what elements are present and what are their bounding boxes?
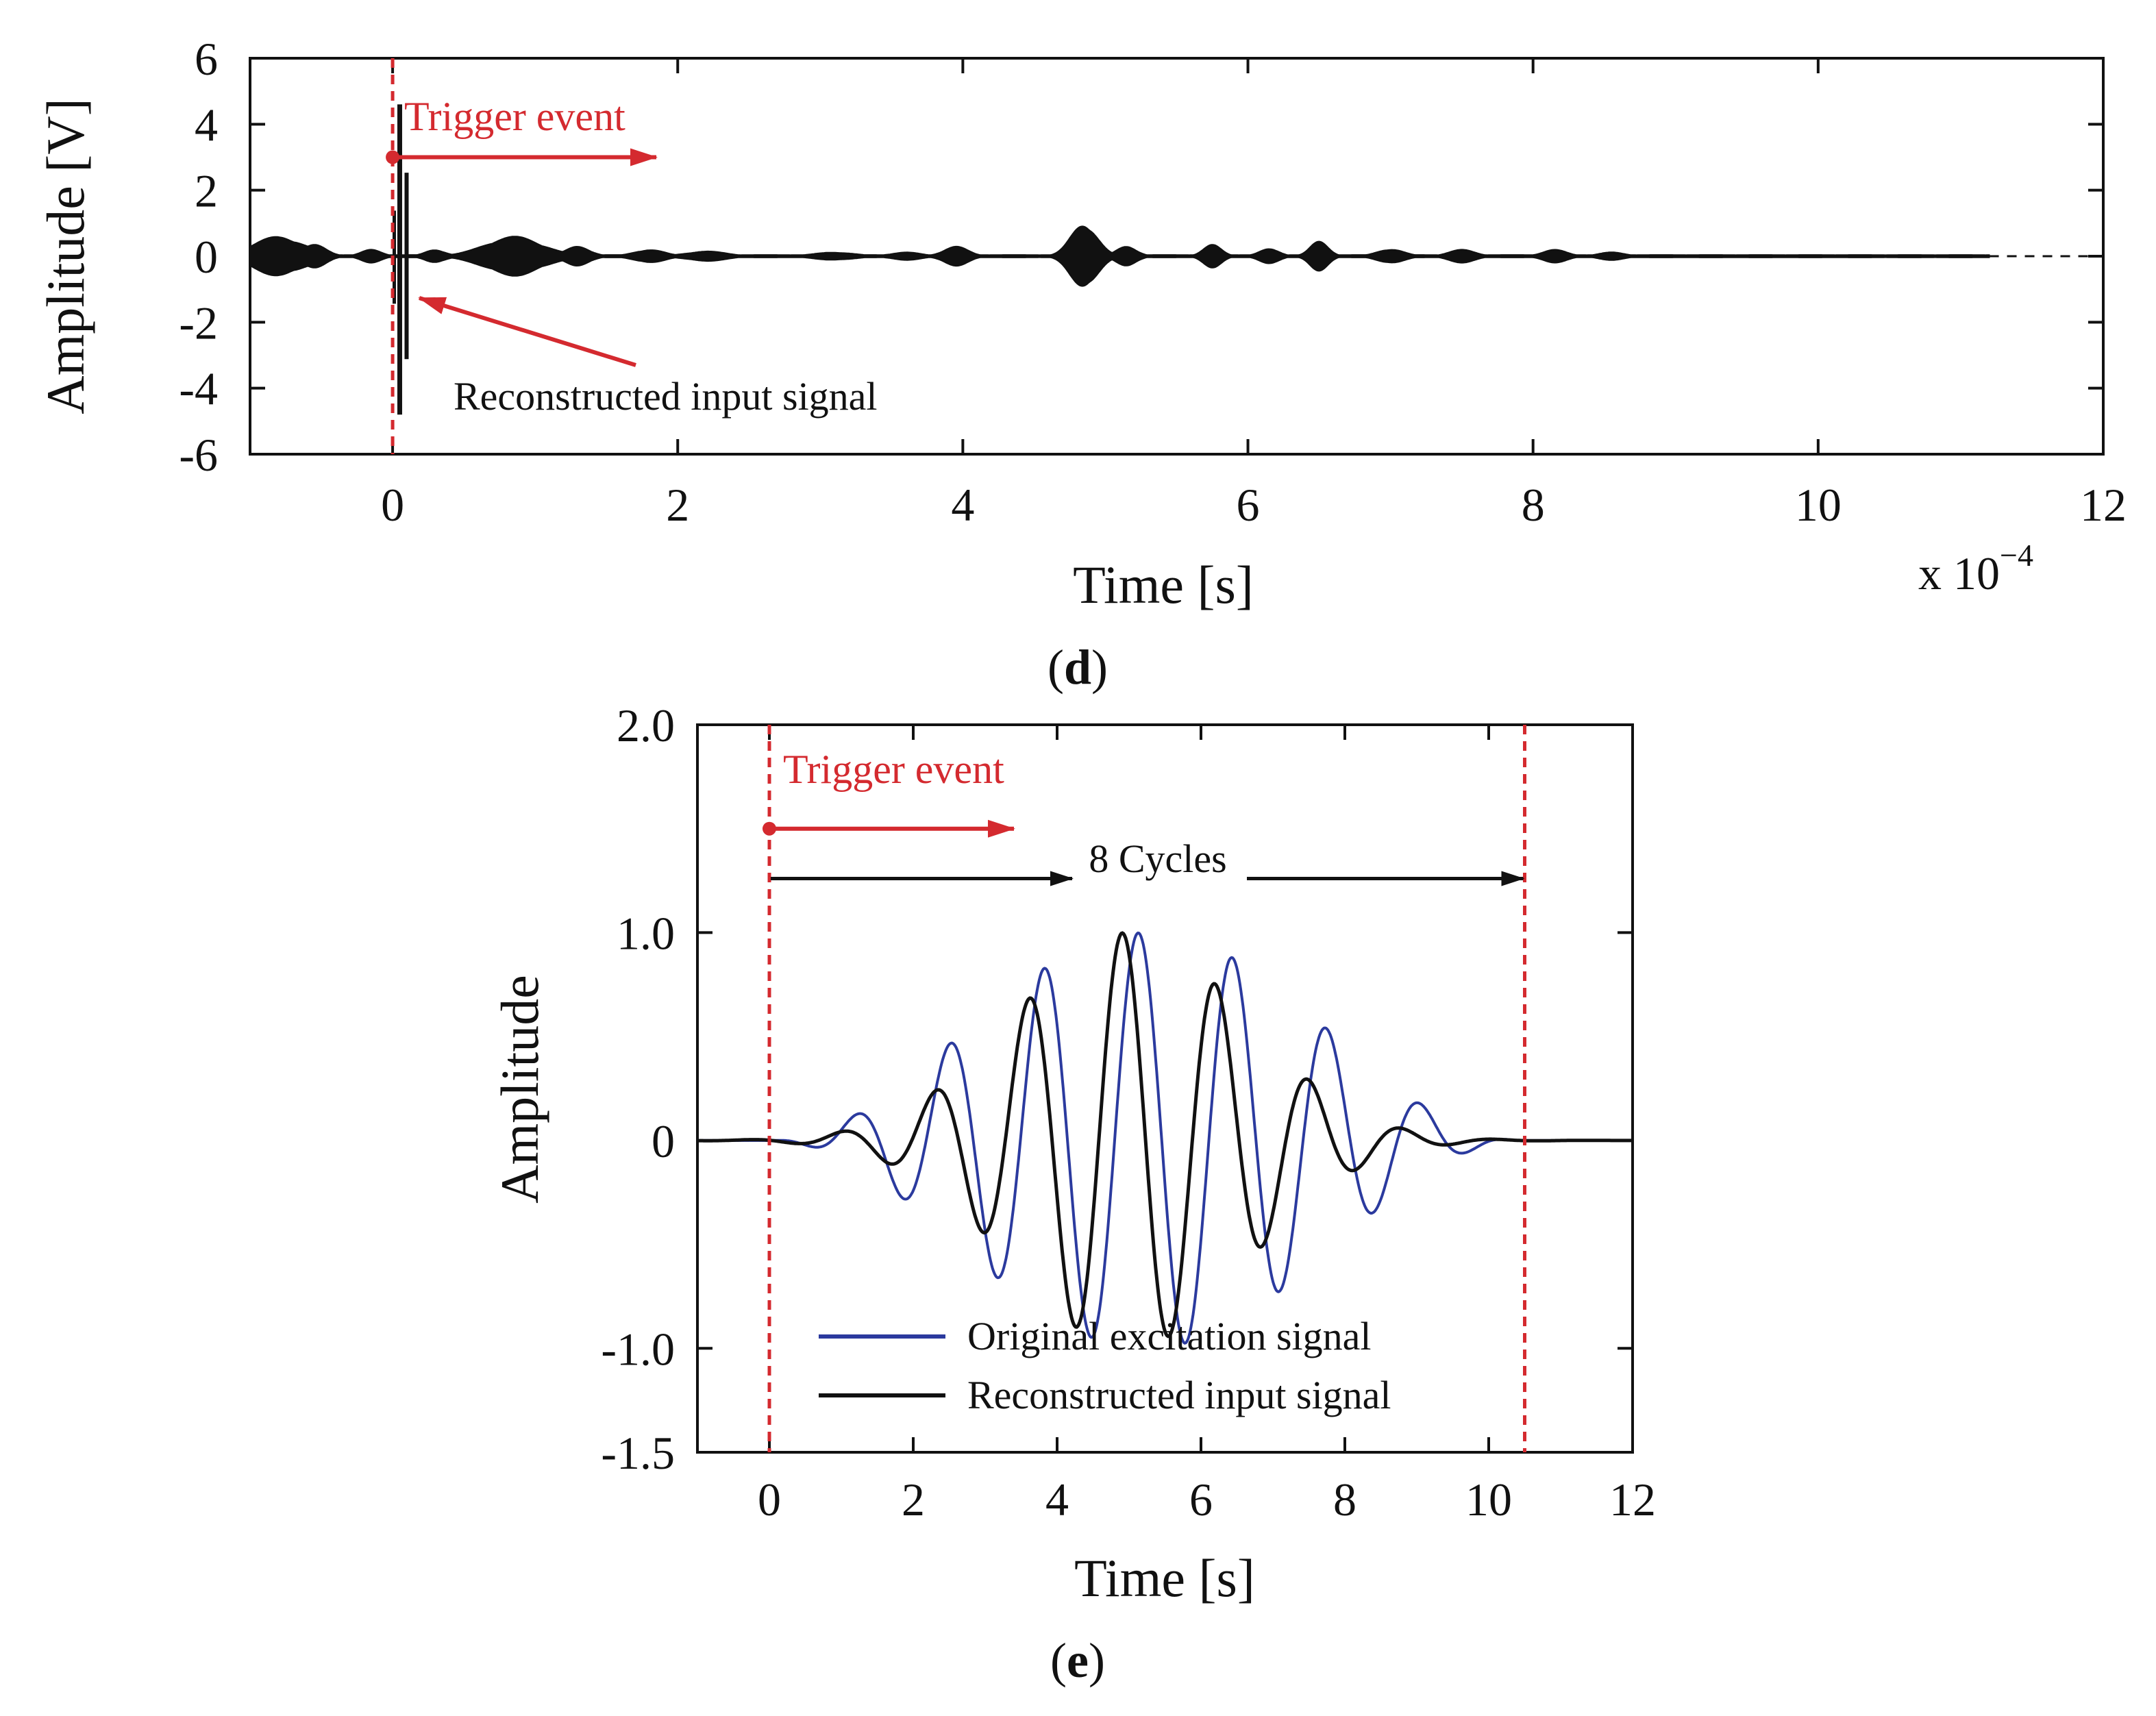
y-tick-label: 0: [652, 1115, 675, 1167]
x-tick-label: 6: [1237, 479, 1260, 531]
x-tick-label: 12: [2080, 479, 2127, 531]
cycles-label: 8 Cycles: [1089, 836, 1226, 881]
x-multiplier: x 10−4: [1918, 538, 2033, 599]
legend: Original excitation signal Reconstructed…: [819, 1314, 1391, 1417]
signal-label: Reconstructed input signal: [454, 374, 878, 419]
panel-label: (e): [1050, 1633, 1105, 1688]
y-tick-label: 6: [195, 33, 218, 85]
plot-frame: [696, 723, 1634, 1454]
trigger-label: Trigger event: [404, 94, 625, 139]
x-tick-label: 4: [1045, 1473, 1069, 1526]
y-tick-label: -1.5: [601, 1427, 675, 1479]
y-tick-label: -1.0: [601, 1323, 675, 1375]
x-tick-label: 10: [1465, 1473, 1512, 1526]
y-tick-label: -2: [179, 297, 218, 349]
x-multiplier-base: x 10: [1918, 547, 2000, 599]
trigger-label: Trigger event: [783, 747, 1004, 792]
y-tick-label: 0: [195, 231, 218, 283]
x-axis-label: Time [s]: [1073, 555, 1254, 614]
panel-d-chart: 6 4 2 0 -2 -4 -6 0 2 4 6 8 10 12 Trigger event Recon…: [36, 33, 2127, 695]
legend-label-reconstructed: Reconstructed input signal: [967, 1373, 1391, 1417]
y-tick-label: -4: [179, 363, 218, 415]
x-multiplier-exponent: −4: [2000, 538, 2033, 573]
series-reconstructed-line: [697, 931, 1633, 1339]
x-tick-label: 8: [1522, 479, 1545, 531]
signal-pointer-arrow: [418, 296, 636, 367]
y-axis-label: Amplitude: [490, 975, 549, 1204]
y-tick-label: 1.0: [617, 907, 675, 959]
panel-label: (d): [1048, 640, 1108, 695]
x-tick-label: 8: [1333, 1473, 1356, 1526]
panel-letter: e: [1067, 1633, 1089, 1688]
panel-e-chart: 2.01.00-1.0-1.5 0 2 4 6 8 10 12 Trigger event …: [490, 699, 1656, 1688]
y-tick-label: 4: [195, 99, 218, 151]
x-tick-label: 12: [1609, 1473, 1656, 1526]
x-tick-label: 0: [758, 1473, 781, 1526]
x-axis-label: Time [s]: [1074, 1548, 1255, 1608]
x-tick-label: 0: [381, 479, 404, 531]
x-tick-label: 4: [951, 479, 974, 531]
x-tick-label: 2: [902, 1473, 925, 1526]
y-tick-label: 2: [195, 165, 218, 217]
x-tick-label: 2: [666, 479, 689, 531]
panel-letter: d: [1064, 640, 1091, 695]
y-axis-label: Amplitude [V]: [36, 98, 95, 414]
y-tick-label: 2.0: [617, 699, 675, 751]
legend-label-original: Original excitation signal: [967, 1314, 1372, 1358]
y-tick-label: -6: [179, 429, 218, 481]
series-original-line: [697, 931, 1633, 1345]
x-tick-label: 6: [1189, 1473, 1213, 1526]
x-tick-label: 10: [1795, 479, 1842, 531]
